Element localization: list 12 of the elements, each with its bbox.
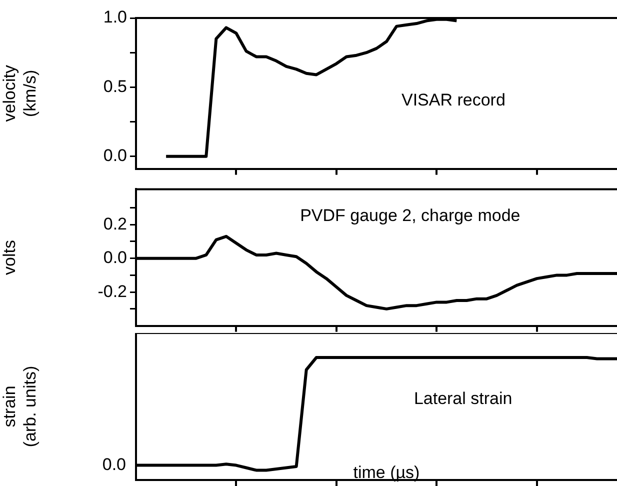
annotation: Lateral strain bbox=[414, 388, 512, 408]
y-tick-label: 1.0 bbox=[103, 8, 127, 27]
y-tick-label: 0.2 bbox=[103, 214, 127, 234]
annotation: PVDF gauge 2, charge mode bbox=[300, 206, 520, 226]
y-axis-title: volts bbox=[0, 240, 19, 275]
y-tick-label: 0.0 bbox=[103, 248, 127, 268]
y-axis-title: velocity (km/s) bbox=[0, 64, 40, 122]
y-axis-title: strain (arb. units) bbox=[0, 366, 40, 448]
y-tick-label: 0.5 bbox=[103, 76, 127, 96]
y-tick-label: -0.2 bbox=[98, 282, 127, 301]
annotation: VISAR record bbox=[401, 90, 506, 110]
y-tick-label: 0.0 bbox=[103, 146, 127, 166]
